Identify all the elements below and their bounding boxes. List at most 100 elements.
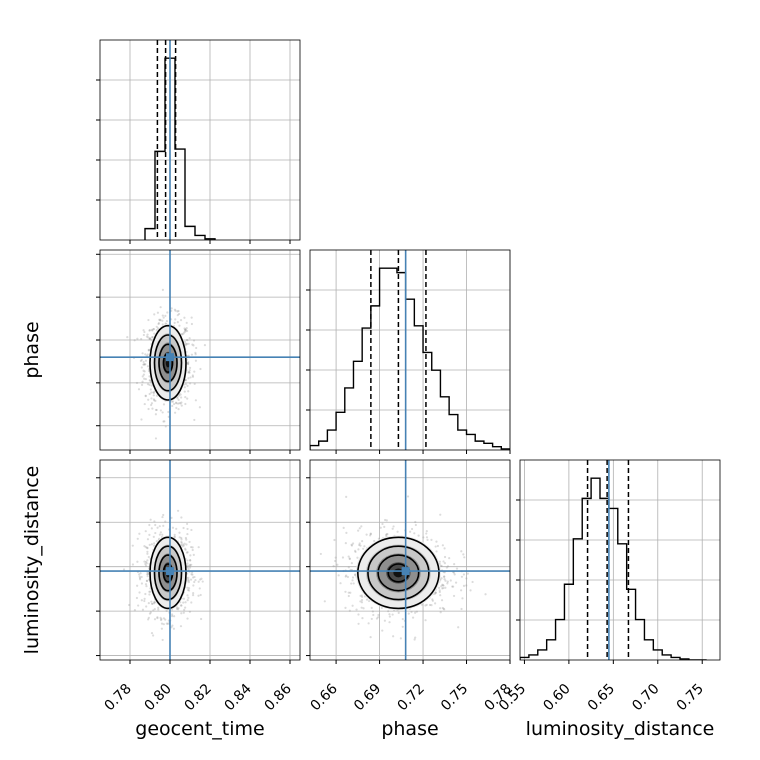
sample-point [396, 530, 399, 533]
sample-point [425, 603, 428, 606]
sample-point [186, 564, 190, 567]
contour-line [357, 536, 440, 610]
sample-point [180, 516, 183, 519]
sample-point [377, 537, 380, 540]
sample-point [410, 610, 413, 614]
sample-point [159, 409, 162, 412]
sample-point [171, 400, 175, 403]
sample-point [192, 344, 195, 347]
sample-point [157, 608, 160, 611]
sample-point [191, 576, 195, 579]
sample-point [345, 531, 348, 534]
sample-point [148, 533, 151, 536]
sample-point [176, 509, 180, 512]
sample-point [441, 544, 444, 547]
sample-point [161, 411, 164, 414]
sample-point [203, 344, 207, 347]
sample-point [188, 369, 191, 372]
sample-point [160, 451, 162, 453]
sample-point [177, 606, 180, 610]
sample-point [200, 617, 203, 621]
sample-point [359, 544, 362, 547]
x-tick-label: 0.75 [674, 681, 707, 714]
sample-point [355, 608, 358, 611]
sample-point [431, 599, 434, 602]
sample-point [430, 603, 433, 607]
sample-point [413, 638, 416, 641]
sample-point [143, 560, 146, 563]
sample-point [147, 407, 150, 411]
sample-point [179, 393, 182, 396]
sample-point [162, 623, 165, 626]
sample-point [188, 366, 192, 369]
sample-point [147, 318, 150, 322]
sample-point [350, 543, 353, 546]
sample-point [187, 390, 190, 393]
sample-point [190, 353, 194, 356]
sample-point [150, 631, 154, 635]
sample-point [189, 376, 192, 379]
sample-point [191, 594, 195, 597]
sample-point [388, 621, 391, 624]
sample-point [193, 370, 196, 373]
sample-point [360, 606, 363, 609]
sample-point [186, 586, 189, 589]
sample-point [175, 607, 179, 610]
sample-point [147, 571, 150, 574]
sample-point [141, 375, 144, 378]
sample-point [133, 609, 136, 612]
truth-marker [401, 567, 410, 576]
sample-point [146, 546, 149, 549]
sample-point [182, 597, 186, 600]
sample-point [187, 377, 190, 380]
sample-point [126, 336, 129, 339]
contour-line [149, 536, 187, 610]
sample-point [164, 314, 167, 317]
sample-point [136, 537, 139, 540]
sample-point [192, 553, 195, 556]
sample-point [397, 611, 400, 614]
sample-point [357, 529, 360, 532]
sample-point [193, 580, 196, 584]
sample-point [190, 322, 194, 326]
sample-point [443, 561, 446, 565]
sample-point [188, 610, 192, 613]
sample-point [138, 576, 142, 580]
sample-point [182, 611, 185, 614]
sample-point [186, 594, 189, 597]
sample-point [425, 532, 428, 535]
sample-point [159, 616, 162, 619]
y-axis-label: phase [21, 321, 43, 378]
contour-line [158, 554, 178, 592]
sample-point [154, 413, 158, 416]
sample-point [180, 401, 183, 404]
sample-point [183, 328, 187, 331]
sample-point [424, 619, 427, 622]
sample-point [158, 319, 162, 322]
sample-point [365, 598, 369, 601]
sample-point [150, 384, 153, 387]
sample-point [443, 575, 446, 578]
sample-point [159, 618, 163, 622]
sample-point [413, 532, 416, 535]
panel-frame [309, 249, 511, 451]
sample-point [166, 622, 169, 625]
sample-point [142, 363, 146, 366]
sample-point [152, 609, 155, 612]
sample-point [392, 525, 395, 528]
sample-point [188, 382, 192, 385]
sample-point [461, 597, 464, 600]
sample-point [162, 316, 165, 319]
sample-point [181, 543, 184, 546]
sample-point [354, 549, 357, 552]
scatter-points [126, 288, 207, 453]
sample-point [191, 374, 194, 377]
sample-point [361, 617, 364, 620]
sample-point [151, 602, 154, 605]
sample-point [434, 545, 437, 548]
sample-point [144, 395, 147, 398]
sample-point [156, 616, 159, 620]
sample-point [186, 562, 189, 565]
sample-point [184, 547, 187, 550]
sample-point [188, 337, 191, 340]
